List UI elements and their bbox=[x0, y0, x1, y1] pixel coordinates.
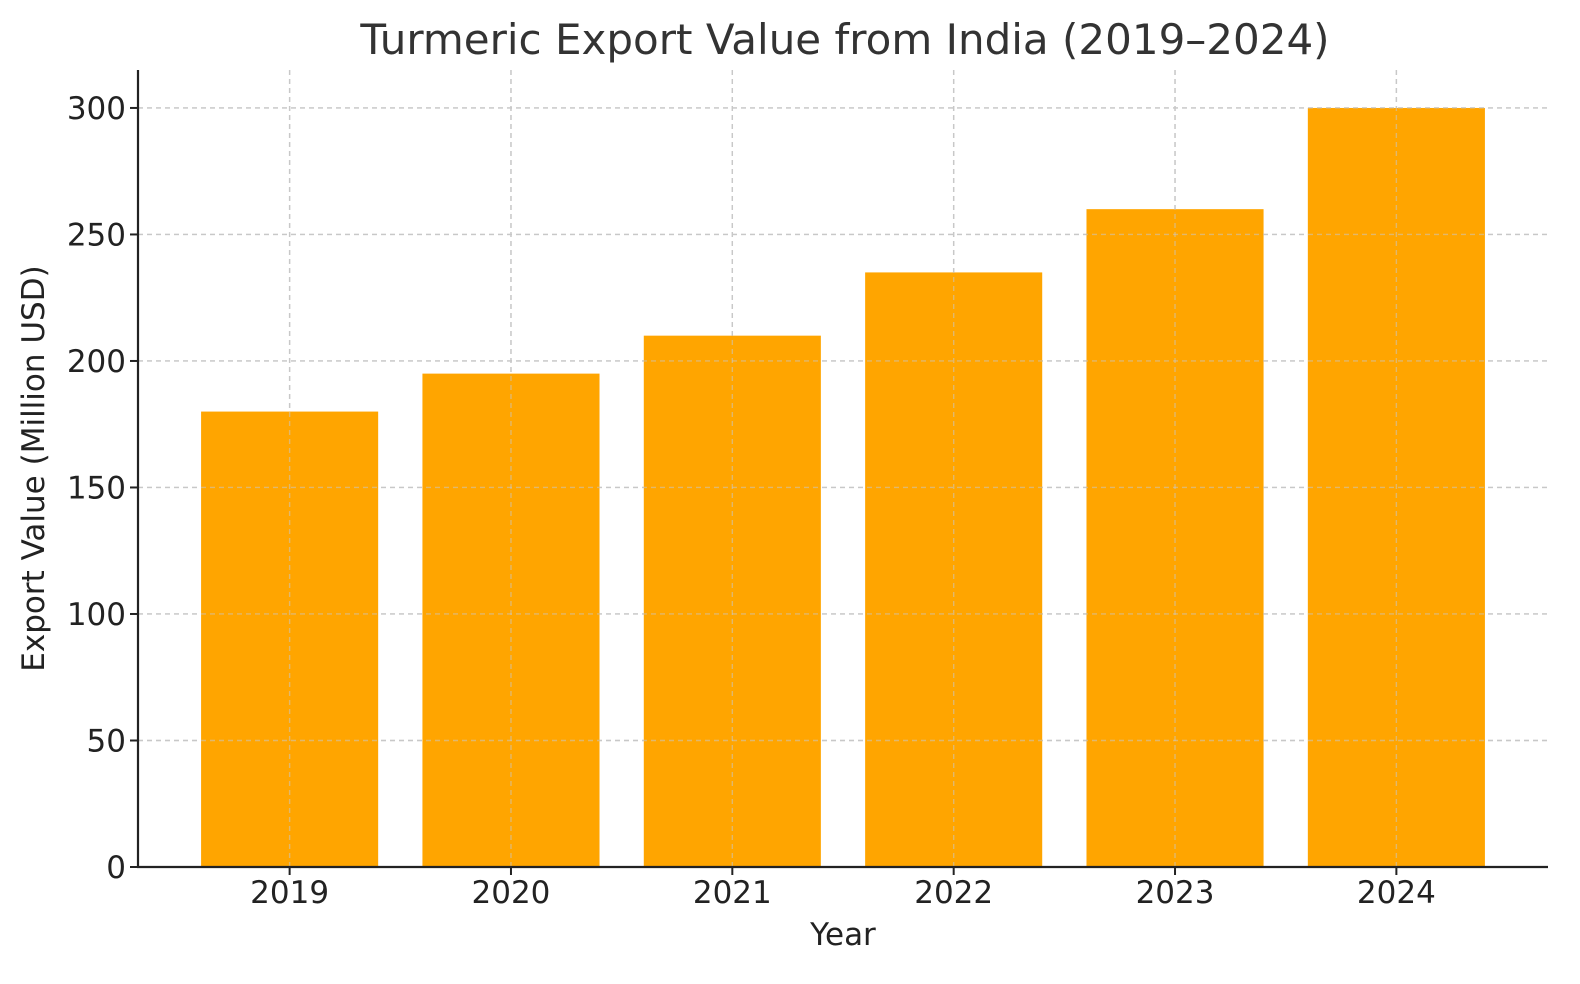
x-tick-label: 2024 bbox=[1357, 875, 1436, 911]
x-tick-label: 2022 bbox=[914, 875, 993, 911]
x-tick-label: 2019 bbox=[250, 875, 329, 911]
bars bbox=[138, 70, 1548, 868]
y-tick-label: 300 bbox=[67, 91, 126, 127]
y-axis-label: Export Value (Million USD) bbox=[16, 265, 52, 671]
grid-overlay bbox=[138, 70, 1548, 867]
y-tick-label: 250 bbox=[67, 217, 126, 253]
x-axis-label: Year bbox=[809, 917, 876, 953]
y-tick-label: 100 bbox=[67, 597, 126, 633]
axes bbox=[136, 70, 1548, 869]
chart-title: Turmeric Export Value from India (2019–2… bbox=[359, 15, 1329, 64]
y-tick-label: 50 bbox=[87, 723, 126, 759]
x-tick-label: 2020 bbox=[472, 875, 551, 911]
y-tick-label: 200 bbox=[67, 344, 126, 380]
x-tick-label: 2023 bbox=[1136, 875, 1215, 911]
y-tick-label: 0 bbox=[106, 850, 126, 886]
x-tick-label: 2021 bbox=[693, 875, 772, 911]
y-tick-label: 150 bbox=[67, 470, 126, 506]
tick-labels: 0 50 100 150 200 250 300 2019 2020 2021 2022 2023 20… bbox=[67, 91, 1436, 911]
